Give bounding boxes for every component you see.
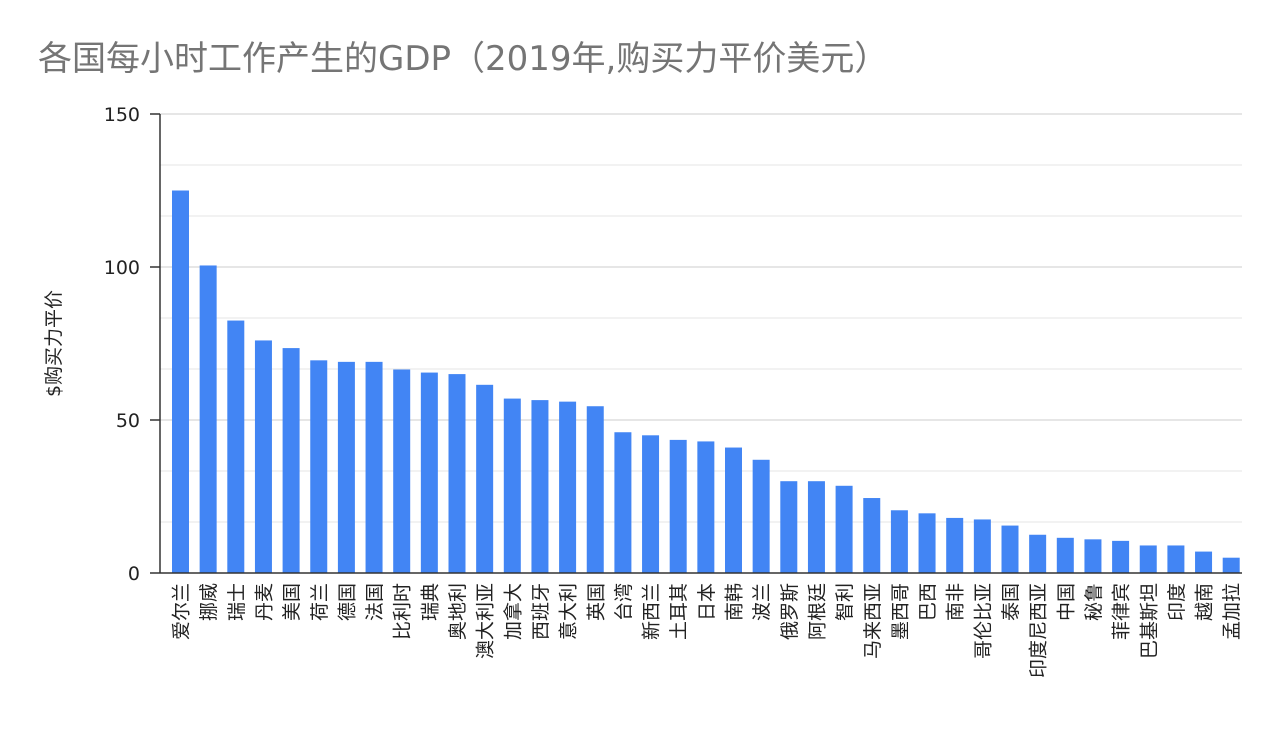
y-tick-label: 150 <box>104 104 140 126</box>
x-tick-label: 阿根廷 <box>806 583 828 640</box>
x-axis-ticks: 爱尔兰 挪威 瑞士 丹麦 美国 荷兰 德国 法国 比利时 瑞典 奥地利 澳大利亚 加拿大 西班牙 意大利 英国… <box>171 583 1244 678</box>
bar <box>503 398 521 573</box>
x-tick-label: 波兰 <box>751 583 773 621</box>
bar <box>1167 545 1185 573</box>
x-tick-label: 巴西 <box>917 583 939 621</box>
bar <box>1139 545 1157 573</box>
bar <box>863 498 881 573</box>
x-tick-label: 比利时 <box>392 583 414 640</box>
x-tick-label: 智利 <box>834 583 856 621</box>
bar <box>1056 537 1074 573</box>
x-tick-label: 菲律宾 <box>1111 583 1133 640</box>
bar <box>199 265 217 573</box>
bar <box>946 517 964 573</box>
x-tick-label: 中国 <box>1055 583 1077 621</box>
x-tick-label: 孟加拉 <box>1221 583 1243 640</box>
x-tick-label: 印度尼西亚 <box>1028 583 1050 678</box>
x-tick-label: 巴基斯坦 <box>1138 583 1160 659</box>
x-tick-label: 印度 <box>1166 583 1188 621</box>
bar <box>1029 534 1047 573</box>
bar <box>1222 557 1240 573</box>
bar <box>227 320 245 573</box>
x-tick-label: 荷兰 <box>309 583 331 621</box>
bar <box>420 372 438 573</box>
x-tick-label: 新西兰 <box>641 583 663 640</box>
x-tick-label: 爱尔兰 <box>171 583 193 640</box>
x-tick-label: 德国 <box>336 583 358 621</box>
bar <box>393 369 411 573</box>
bar <box>725 447 742 573</box>
x-tick-label: 瑞典 <box>419 583 441 621</box>
bar <box>614 432 632 573</box>
bar <box>531 400 549 573</box>
y-axis-ticks: 0 50 100 150 <box>104 104 160 585</box>
x-tick-label: 墨西哥 <box>889 583 911 640</box>
bar <box>1001 525 1019 573</box>
x-tick-label: 西班牙 <box>530 583 552 640</box>
bar <box>282 348 300 573</box>
bar <box>807 481 825 573</box>
x-tick-label: 法国 <box>364 583 386 621</box>
x-tick-label: 美国 <box>281 583 303 621</box>
bar <box>642 435 660 573</box>
x-tick-label: 丹麦 <box>253 583 275 621</box>
bar <box>365 361 383 573</box>
bar <box>448 374 466 573</box>
x-tick-label: 南非 <box>945 583 967 621</box>
x-tick-label: 瑞士 <box>226 583 248 621</box>
bar <box>476 384 494 573</box>
y-tick-label: 0 <box>128 563 140 585</box>
y-tick-label: 100 <box>104 257 140 279</box>
x-tick-label: 加拿大 <box>501 583 524 640</box>
x-tick-label: 俄罗斯 <box>779 583 801 640</box>
bar <box>586 406 604 573</box>
bars <box>172 190 1240 573</box>
y-tick-label: 50 <box>116 410 140 432</box>
y-axis-label: $购买力平价 <box>43 290 65 397</box>
x-tick-label: 南韩 <box>724 583 746 621</box>
bar <box>669 439 687 573</box>
bar <box>559 401 577 573</box>
x-tick-label: 澳大利亚 <box>475 583 497 659</box>
bar <box>697 441 715 573</box>
x-tick-label: 哥伦比亚 <box>972 583 994 659</box>
bar <box>1084 539 1102 573</box>
bar <box>172 190 189 573</box>
bar <box>254 340 272 573</box>
x-tick-label: 秘鲁 <box>1083 583 1105 621</box>
x-tick-label: 越南 <box>1194 583 1216 621</box>
bar <box>918 513 936 573</box>
bar <box>973 519 991 573</box>
x-tick-label: 意大利 <box>558 583 580 640</box>
bar <box>310 360 328 573</box>
bar <box>890 510 908 573</box>
x-tick-label: 台湾 <box>613 583 635 621</box>
x-tick-label: 马来西亚 <box>862 583 884 659</box>
x-tick-label: 英国 <box>585 583 607 621</box>
x-tick-label: 奥地利 <box>447 583 469 640</box>
bar <box>337 361 355 573</box>
bar <box>1112 540 1130 573</box>
x-tick-label: 泰国 <box>1000 583 1022 621</box>
bar <box>752 459 770 573</box>
bar <box>1195 551 1213 573</box>
x-tick-label: 土耳其 <box>668 583 690 640</box>
x-tick-label: 日本 <box>696 583 718 621</box>
chart-title: 各国每小时工作产生的GDP（2019年,购买力平价美元） <box>38 39 888 79</box>
bar <box>780 481 798 573</box>
x-tick-label: 挪威 <box>198 583 220 621</box>
bar <box>835 485 853 573</box>
